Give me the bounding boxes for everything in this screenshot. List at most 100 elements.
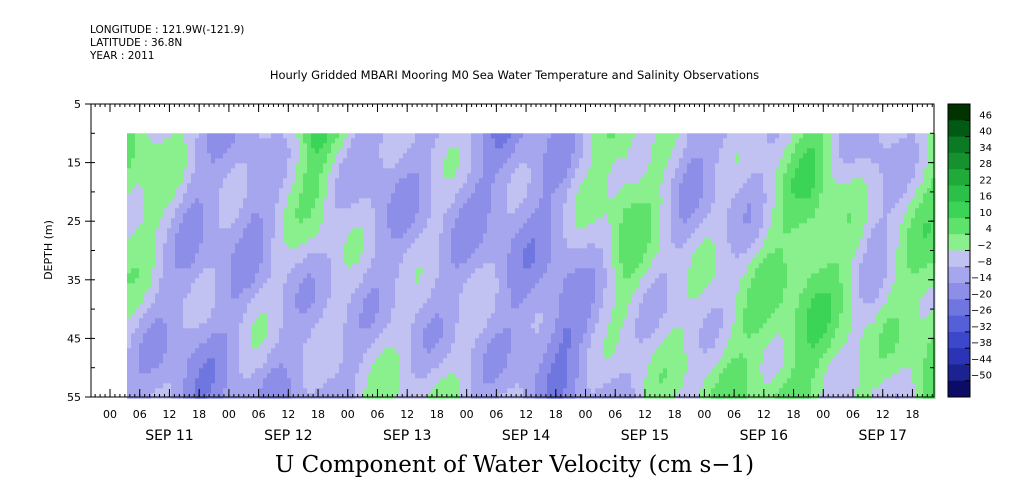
heat-cell — [307, 178, 312, 184]
heat-cell — [219, 143, 224, 149]
heat-cell — [447, 148, 452, 154]
heat-cell — [367, 283, 372, 289]
heat-cell — [435, 278, 440, 284]
heat-cell — [319, 363, 324, 369]
heat-cell — [295, 388, 300, 394]
heat-cell — [179, 143, 184, 149]
heat-cell — [271, 163, 276, 169]
heat-cell — [243, 133, 248, 139]
heat-cell — [359, 368, 364, 374]
heat-cell — [191, 153, 196, 159]
heat-cell — [471, 273, 476, 279]
heat-cell — [159, 388, 164, 394]
heat-cell — [407, 243, 412, 249]
heat-cell — [367, 353, 372, 359]
heat-cell — [195, 143, 200, 149]
heat-cell — [343, 213, 348, 219]
heat-cell — [131, 263, 136, 269]
heat-cell — [411, 298, 416, 304]
heat-cell — [371, 373, 376, 379]
heat-cell — [415, 138, 420, 144]
heat-cell — [199, 168, 204, 174]
heat-cell — [151, 298, 156, 304]
heat-cell — [363, 243, 368, 249]
heat-cell — [267, 163, 272, 169]
heat-cell — [263, 393, 268, 399]
heat-cell — [247, 248, 252, 254]
heat-cell — [203, 383, 208, 389]
heat-cell — [227, 353, 232, 359]
heat-cell — [351, 203, 356, 209]
heat-cell — [387, 368, 392, 374]
heat-cell — [339, 338, 344, 344]
heat-cell — [439, 288, 444, 294]
heat-cell — [423, 173, 428, 179]
heat-cell — [143, 373, 148, 379]
heat-cell — [419, 258, 424, 264]
heat-cell — [155, 148, 160, 154]
heat-cell — [391, 388, 396, 394]
heat-cell — [143, 193, 148, 199]
heat-cell — [491, 353, 496, 359]
heat-cell — [367, 183, 372, 189]
heat-cell — [291, 263, 296, 269]
heat-cell — [199, 203, 204, 209]
heat-cell — [307, 188, 312, 194]
heat-cell — [159, 273, 164, 279]
heat-cell — [127, 148, 132, 154]
heat-cell — [155, 293, 160, 299]
heat-cell — [299, 288, 304, 294]
heat-cell — [299, 158, 304, 164]
heat-cell — [443, 153, 448, 159]
heat-cell — [183, 138, 188, 144]
heat-cell — [447, 263, 452, 269]
heat-cell — [207, 378, 212, 384]
heat-cell — [451, 253, 456, 259]
heat-cell — [275, 198, 280, 204]
heat-cell — [255, 388, 260, 394]
heat-cell — [131, 338, 136, 344]
heat-cell — [427, 363, 432, 369]
heat-cell — [347, 143, 352, 149]
heat-cell — [235, 168, 240, 174]
heat-cell — [419, 323, 424, 329]
heat-cell — [207, 323, 212, 329]
heat-cell — [143, 228, 148, 234]
heat-cell — [279, 238, 284, 244]
heat-cell — [463, 288, 468, 294]
heat-cell — [235, 228, 240, 234]
heat-cell — [167, 158, 172, 164]
heat-cell — [235, 268, 240, 274]
heat-cell — [315, 228, 320, 234]
heat-cell — [243, 203, 248, 209]
heat-cell — [395, 193, 400, 199]
heat-cell — [351, 323, 356, 329]
heat-cell — [199, 308, 204, 314]
heat-cell — [171, 223, 176, 229]
heat-cell — [159, 198, 164, 204]
heat-cell — [407, 248, 412, 254]
heat-cell — [267, 253, 272, 259]
heat-cell — [183, 378, 188, 384]
heat-cell — [399, 223, 404, 229]
heat-cell — [203, 173, 208, 179]
heat-cell — [239, 378, 244, 384]
heat-cell — [275, 313, 280, 319]
heat-cell — [207, 343, 212, 349]
heat-cell — [491, 358, 496, 364]
heat-cell — [271, 208, 276, 214]
heat-cell — [147, 218, 152, 224]
heat-cell — [347, 308, 352, 314]
heat-cell — [415, 218, 420, 224]
heat-cell — [227, 158, 232, 164]
heat-cell — [411, 348, 416, 354]
heat-cell — [435, 238, 440, 244]
heat-cell — [135, 363, 140, 369]
heat-cell — [463, 363, 468, 369]
heat-cell — [203, 283, 208, 289]
heat-cell — [415, 388, 420, 394]
heat-cell — [383, 368, 388, 374]
heat-cell — [159, 163, 164, 169]
heat-cell — [159, 318, 164, 324]
heat-cell — [191, 343, 196, 349]
